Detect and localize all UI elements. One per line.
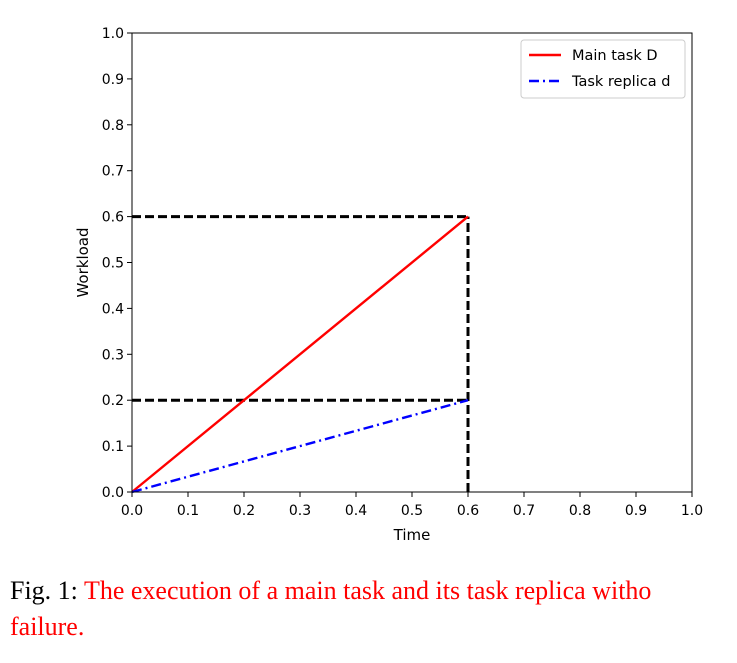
caption-continuation: failure.: [10, 612, 85, 641]
series-line-1: [131, 399, 469, 494]
y-tick-label: 0.1: [102, 439, 124, 455]
line-chart: 0.0 0.1 0.2 0.3 0.4 0.5 0.6 0.7 0.8 0.9 1.0 0.0 0.1…: [74, 26, 703, 544]
y-tick-label: 0.8: [102, 118, 124, 134]
x-tick-label: 0.7: [513, 503, 535, 519]
caption-text: The execution of a main task and its tas…: [83, 576, 652, 605]
y-tick-label: 1.0: [102, 26, 124, 42]
x-tick-label: 0.8: [569, 503, 591, 519]
y-tick-label: 0.9: [102, 72, 124, 88]
x-tick-label: 0.3: [289, 503, 311, 519]
y-axis: 0.0 0.1 0.2 0.3 0.4 0.5 0.6 0.7 0.8 0.9 1.0: [102, 26, 132, 501]
y-tick-label: 0.2: [102, 393, 124, 409]
x-tick-label: 0.4: [345, 503, 367, 519]
legend: Main task D Task replica d: [520, 39, 686, 99]
series-lines: [131, 215, 469, 494]
x-tick-label: 0.2: [233, 503, 255, 519]
legend-box: [520, 39, 686, 99]
y-tick-label: 0.3: [102, 347, 124, 363]
x-tick-label: 0.1: [177, 503, 199, 519]
x-tick-label: 0.6: [457, 503, 479, 519]
figure-caption: Fig. 1: The execution of a main task and…: [10, 573, 737, 645]
x-axis: 0.0 0.1 0.2 0.3 0.4 0.5 0.6 0.7 0.8 0.9 1.0: [121, 492, 703, 519]
y-tick-label: 0.0: [102, 485, 124, 501]
y-axis-label: Workload: [74, 227, 92, 297]
y-tick-label: 0.4: [102, 301, 124, 317]
x-tick-label: 0.0: [121, 503, 143, 519]
y-tick-label: 0.7: [102, 164, 124, 180]
series-line-0: [131, 215, 469, 493]
legend-label: Main task D: [572, 48, 658, 64]
caption-prefix: Fig. 1:: [10, 576, 84, 605]
y-tick-label: 0.5: [102, 256, 124, 272]
x-tick-label: 0.9: [625, 503, 647, 519]
y-tick-label: 0.6: [102, 210, 124, 226]
x-axis-label: Time: [393, 526, 431, 544]
x-tick-label: 0.5: [401, 503, 423, 519]
reference-lines: [132, 215, 470, 492]
x-tick-label: 1.0: [681, 503, 703, 519]
legend-label: Task replica d: [571, 74, 670, 90]
